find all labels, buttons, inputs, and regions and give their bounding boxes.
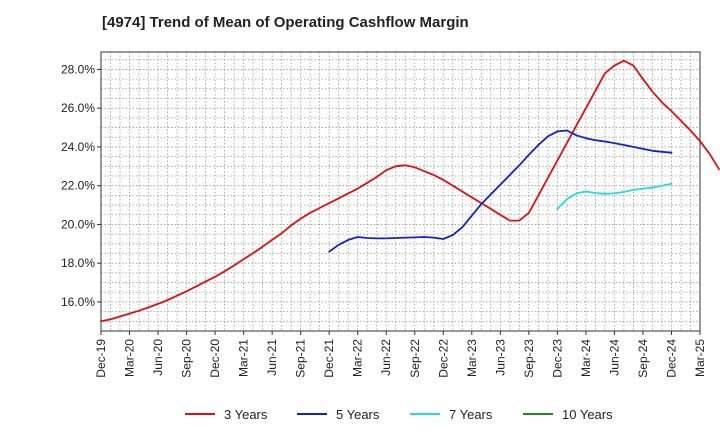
y-tick-label: 18.0% <box>61 256 95 270</box>
x-tick-label: Mar-21 <box>237 339 251 377</box>
x-tick-label: Sep-20 <box>180 339 194 378</box>
x-tick-label: Mar-25 <box>693 339 707 377</box>
plot-frame <box>100 51 701 332</box>
legend-label: 3 Years <box>224 407 268 422</box>
y-tick-label: 20.0% <box>61 217 95 231</box>
x-tick-label: Mar-23 <box>465 339 479 377</box>
y-tick-label: 26.0% <box>61 101 95 115</box>
x-tick-label: Dec-22 <box>436 339 450 378</box>
series-layer <box>100 59 720 323</box>
x-tick-label: Dec-21 <box>322 339 336 378</box>
legend: 3 Years 5 Years 7 Years 10 Years <box>185 407 613 422</box>
x-tick-label: Jun-20 <box>151 339 165 376</box>
x-tick-label: Sep-24 <box>636 339 650 378</box>
x-tick-label: Sep-23 <box>522 339 536 378</box>
x-tick-label: Dec-20 <box>208 339 222 378</box>
legend-label: 7 Years <box>449 407 493 422</box>
y-tick-label: 22.0% <box>61 179 95 193</box>
x-tick-label: Mar-20 <box>123 339 137 377</box>
x-tick-label: Jun-24 <box>607 339 621 376</box>
legend-label: 5 Years <box>336 407 380 422</box>
legend-label: 10 Years <box>562 407 613 422</box>
chart-title: [4974] Trend of Mean of Operating Cashfl… <box>102 14 469 31</box>
x-tick-label: Dec-23 <box>550 339 564 378</box>
series-line-7-years <box>556 182 673 210</box>
series-line-3-years <box>100 59 720 323</box>
x-tick-label: Mar-22 <box>351 339 365 377</box>
y-tick-label: 28.0% <box>61 62 95 76</box>
y-tick-label: 24.0% <box>61 140 95 154</box>
x-tick-label: Dec-24 <box>664 339 678 378</box>
y-tick-label: 16.0% <box>61 295 95 309</box>
x-tick-label: Sep-22 <box>408 339 422 378</box>
x-tick-label: Jun-21 <box>265 339 279 376</box>
x-tick-label: Sep-21 <box>294 339 308 378</box>
x-tick-label: Jun-22 <box>379 339 393 376</box>
x-tick-label: Dec-19 <box>94 339 108 378</box>
x-tick-label: Jun-23 <box>493 339 507 376</box>
axis-layer: 16.0% 18.0% 20.0% 22.0% 24.0% 26.0% 28.0% Dec-1… <box>61 51 707 378</box>
series-line-5-years <box>328 129 673 253</box>
x-tick-label: Mar-24 <box>579 339 593 377</box>
